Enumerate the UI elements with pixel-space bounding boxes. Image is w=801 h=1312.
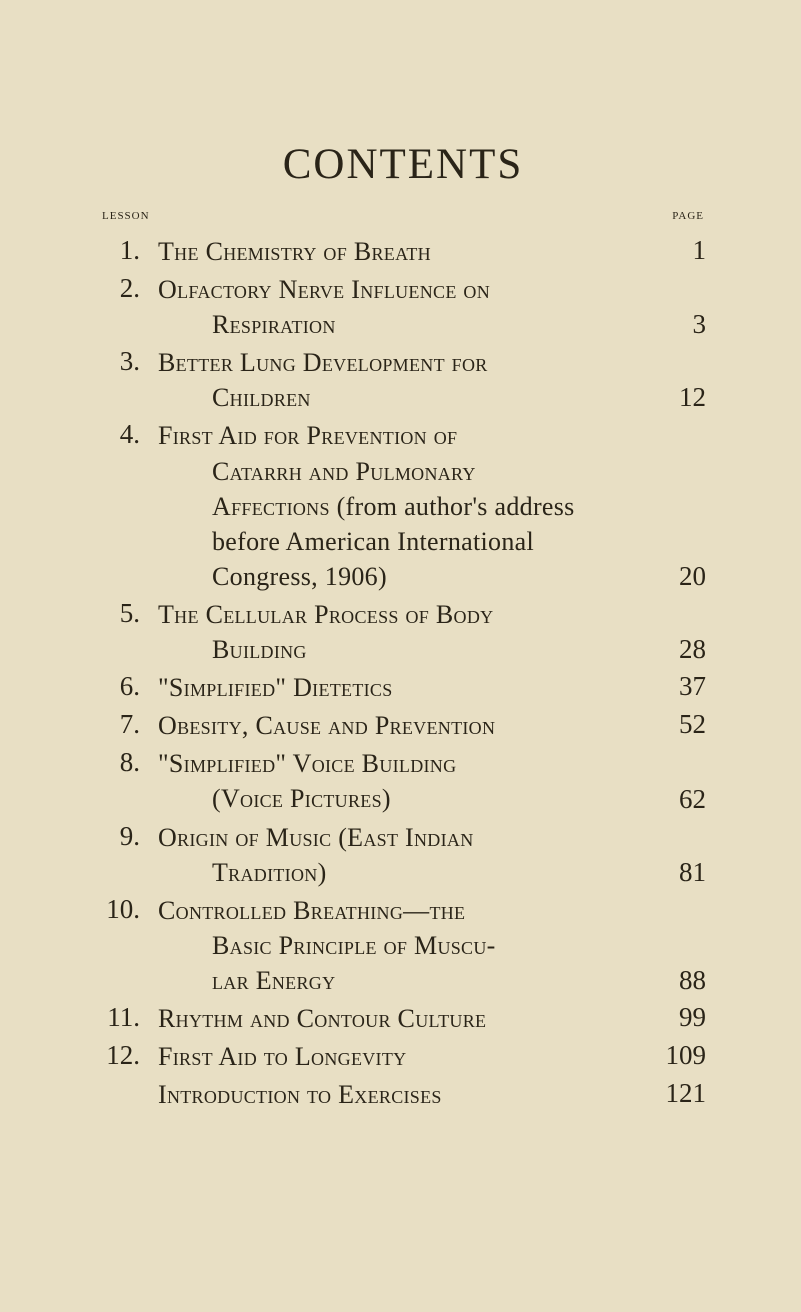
entry-body: First Aid to Longevity109 [158, 1039, 706, 1074]
entry-title: First Aid to Longevity [158, 1039, 642, 1074]
entry-body: Obesity, Cause and Prevention52 [158, 708, 706, 743]
entry-body: Olfactory Nerve Influence onRespiration3 [158, 272, 706, 342]
entry-page: 109 [642, 1039, 706, 1071]
entry-body: The Cellular Process of BodyBuilding28 [158, 597, 706, 667]
entry-number: 4. [100, 418, 158, 450]
entry-title: Rhythm and Contour Culture [158, 1001, 642, 1036]
toc-entry: 7.Obesity, Cause and Prevention52 [100, 708, 706, 743]
entry-number: 5. [100, 597, 158, 629]
toc-entry: 3.Better Lung Development forChildren12 [100, 345, 706, 415]
toc-entry: 0.Introduction to Exercises121 [100, 1077, 706, 1112]
header-page: page [672, 207, 704, 224]
entry-body: The Chemistry of Breath1 [158, 234, 706, 269]
entry-number: 3. [100, 345, 158, 377]
entry-title: Olfactory Nerve Influence onRespiration [158, 272, 642, 342]
entry-number: 8. [100, 746, 158, 778]
toc-entry: 5.The Cellular Process of BodyBuilding28 [100, 597, 706, 667]
entry-number: 9. [100, 820, 158, 852]
entry-page: 62 [642, 783, 706, 817]
entry-title: Better Lung Development forChildren [158, 345, 642, 415]
entry-body: Controlled Breathing—theBasic Principle … [158, 893, 706, 998]
toc-entry: 10.Controlled Breathing—theBasic Princip… [100, 893, 706, 998]
column-headers: lesson page [100, 207, 706, 224]
toc-entry: 8."Simplified" Voice Building(Voice Pict… [100, 746, 706, 816]
entry-page: 12 [642, 381, 706, 415]
toc-entry: 4.First Aid for Prevention ofCatarrh and… [100, 418, 706, 593]
entry-body: "Simplified" Dietetics37 [158, 670, 706, 705]
toc-entries: 1.The Chemistry of Breath12.Olfactory Ne… [100, 234, 706, 1115]
entry-body: Better Lung Development forChildren12 [158, 345, 706, 415]
entry-page: 28 [642, 633, 706, 667]
entry-title: Introduction to Exercises [158, 1077, 642, 1112]
entry-page: 1 [642, 234, 706, 266]
entry-number: 12. [100, 1039, 158, 1071]
entry-page: 99 [642, 1001, 706, 1033]
entry-page: 3 [642, 308, 706, 342]
entry-title: "Simplified" Voice Building(Voice Pictur… [158, 746, 642, 816]
entry-page: 121 [642, 1077, 706, 1109]
entry-number: 7. [100, 708, 158, 740]
entry-title: "Simplified" Dietetics [158, 670, 642, 705]
toc-entry: 12.First Aid to Longevity109 [100, 1039, 706, 1074]
entry-body: Rhythm and Contour Culture99 [158, 1001, 706, 1036]
entry-page: 52 [642, 708, 706, 740]
entry-title: First Aid for Prevention ofCatarrh and P… [158, 418, 642, 593]
toc-entry: 11.Rhythm and Contour Culture99 [100, 1001, 706, 1036]
entry-title: Obesity, Cause and Prevention [158, 708, 642, 743]
header-lesson: lesson [102, 207, 150, 224]
entry-page: 37 [642, 670, 706, 702]
entry-number: 1. [100, 234, 158, 266]
entry-title: Controlled Breathing—theBasic Principle … [158, 893, 642, 998]
entry-title: Origin of Music (East IndianTradition) [158, 820, 642, 890]
entry-page: 88 [642, 964, 706, 998]
entry-body: Introduction to Exercises121 [158, 1077, 706, 1112]
toc-entry: 1.The Chemistry of Breath1 [100, 234, 706, 269]
toc-entry: 2.Olfactory Nerve Influence onRespiratio… [100, 272, 706, 342]
entry-page: 81 [642, 856, 706, 890]
entry-body: First Aid for Prevention ofCatarrh and P… [158, 418, 706, 593]
entry-number: 10. [100, 893, 158, 925]
page-title: CONTENTS [100, 140, 706, 189]
entry-title: The Chemistry of Breath [158, 234, 642, 269]
entry-number: 11. [100, 1001, 158, 1033]
entry-number: 6. [100, 670, 158, 702]
entry-page: 20 [642, 560, 706, 594]
entry-title: The Cellular Process of BodyBuilding [158, 597, 642, 667]
entry-number: 2. [100, 272, 158, 304]
toc-entry: 9.Origin of Music (East IndianTradition)… [100, 820, 706, 890]
entry-body: Origin of Music (East IndianTradition)81 [158, 820, 706, 890]
entry-body: "Simplified" Voice Building(Voice Pictur… [158, 746, 706, 816]
toc-entry: 6."Simplified" Dietetics37 [100, 670, 706, 705]
